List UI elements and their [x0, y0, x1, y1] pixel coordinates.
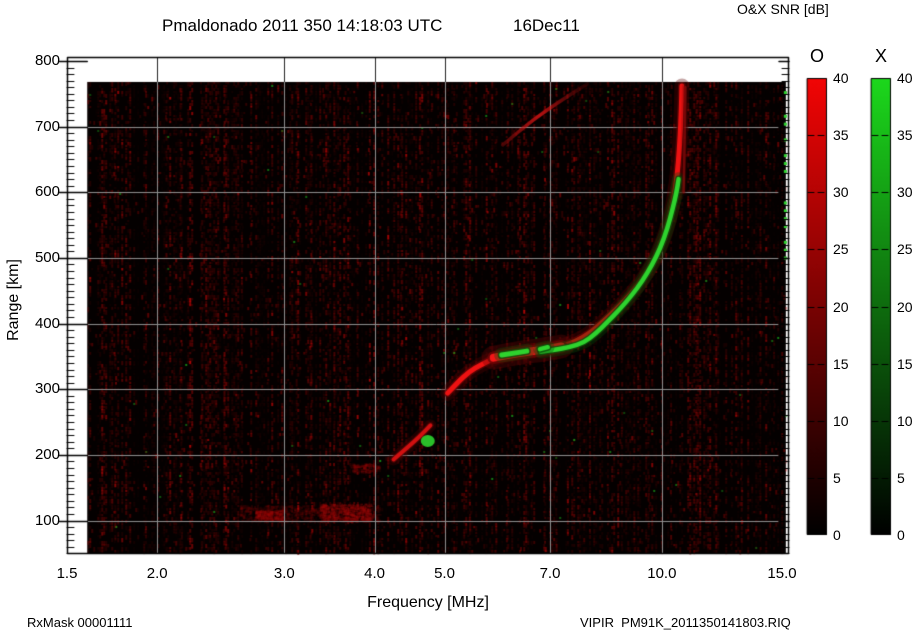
colorbar-o-tick-label: 40: [833, 70, 849, 86]
x-tick-label: 7.0: [539, 565, 561, 582]
colorbar-o-tick-label: 10: [833, 412, 849, 429]
colorbar-title: O&X SNR [dB]: [737, 1, 829, 17]
colorbar-x-tick-label: 0: [897, 527, 905, 543]
plot-title: Pmaldonado 2011 350 14:18:03 UTC: [162, 16, 443, 35]
colorbar-x-tick-label: 35: [897, 127, 913, 144]
footer-filename: VIPIR PM91K_2011350141803.RIQ: [580, 615, 791, 630]
footer-rxmask: RxMask 00001111: [27, 615, 133, 630]
colorbar-x-tick-label: 40: [897, 70, 913, 86]
x-tick-label: 4.0: [364, 565, 385, 582]
y-tick-label: 600: [34, 183, 60, 201]
colorbar-o-tick-label: 30: [833, 184, 849, 201]
plot-title-date: 16Dec11: [513, 16, 580, 35]
colorbar-o-tick-label: 5: [833, 469, 841, 486]
x-axis-title: Frequency [MHz]: [367, 594, 489, 611]
colorbar-x-tick-label: 30: [897, 184, 913, 201]
colorbar-o-label: O: [809, 46, 824, 66]
y-tick-label: 700: [34, 117, 60, 135]
x-tick-label: 5.0: [434, 565, 455, 582]
y-tick-label: 800: [34, 51, 60, 69]
y-tick-label: 100: [34, 511, 60, 529]
colorbar-x-tick-label: 25: [897, 241, 913, 258]
y-tick-label: 500: [34, 248, 60, 266]
colorbar-o-tick-label: 25: [833, 241, 849, 258]
colorbar-o-tick-label: 0: [833, 527, 841, 543]
colorbar-x-tick-label: 15: [897, 355, 913, 372]
y-tick-label: 400: [34, 314, 60, 332]
colorbar-o-tick-label: 15: [833, 355, 849, 372]
x-tick-label: 3.0: [273, 565, 295, 582]
x-tick-label: 15.0: [767, 565, 797, 582]
y-tick-label: 300: [34, 380, 60, 398]
colorbar-x-tick-label: 20: [897, 298, 913, 315]
x-tick-label: 1.5: [56, 565, 78, 582]
colorbar-x-tick-label: 5: [897, 469, 905, 486]
x-tick-label: 10.0: [647, 565, 677, 582]
colorbar-o-tick-label: 35: [833, 127, 849, 144]
x-tick-label: 2.0: [146, 565, 168, 582]
y-tick-label: 200: [34, 445, 60, 463]
colorbar-x-tick-label: 10: [897, 412, 913, 429]
colorbar-o-tick-label: 20: [833, 298, 849, 315]
colorbar-x-label: X: [874, 46, 887, 66]
